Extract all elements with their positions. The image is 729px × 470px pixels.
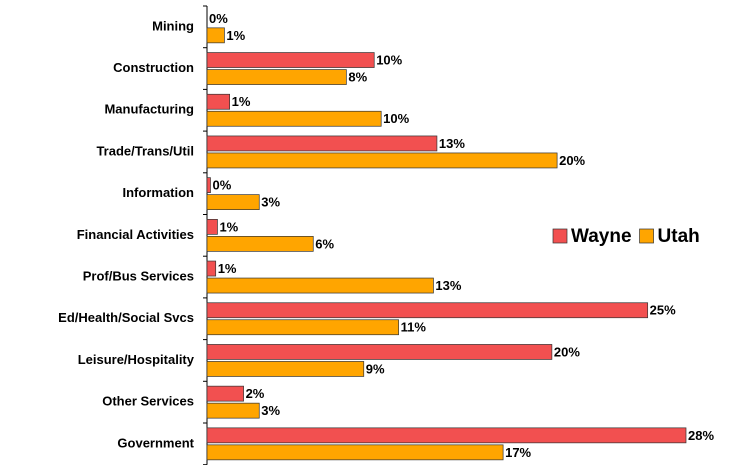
category-label: Prof/Bus Services: [83, 268, 194, 283]
value-label: 10%: [383, 111, 409, 126]
category-label: Leisure/Hospitality: [78, 352, 195, 367]
category-label: Information: [123, 185, 195, 200]
value-label: 13%: [439, 136, 465, 151]
bar: [206, 236, 314, 252]
value-label: 2%: [246, 386, 265, 401]
bar: [206, 52, 375, 68]
legend-label: Utah: [658, 226, 700, 247]
bar: [206, 402, 260, 419]
value-label: 11%: [401, 320, 427, 335]
category-label: Financial Activities: [77, 227, 194, 242]
bar: [206, 177, 211, 193]
bar: [206, 260, 217, 277]
bar: [206, 93, 230, 110]
value-label: 0%: [209, 11, 228, 26]
value-label: 13%: [435, 278, 461, 293]
bar: [206, 361, 365, 377]
bar: [206, 444, 504, 461]
bar: [206, 69, 347, 85]
bar: [206, 344, 553, 360]
bar: [206, 135, 438, 152]
category-label: Government: [117, 435, 194, 450]
value-label: 10%: [376, 52, 402, 67]
bar: [206, 427, 687, 444]
category-label: Other Services: [102, 394, 194, 409]
value-label: 1%: [218, 261, 237, 276]
value-label: 3%: [261, 403, 280, 418]
value-label: 0%: [212, 178, 231, 193]
value-label: 9%: [366, 361, 385, 376]
category-label: Trade/Trans/Util: [96, 143, 194, 158]
bar: [206, 27, 225, 44]
bar: [206, 219, 218, 235]
category-label: Ed/Health/Social Svcs: [58, 310, 194, 325]
value-label: 20%: [559, 153, 585, 168]
bar: [206, 194, 260, 210]
category-label: Manufacturing: [104, 102, 194, 117]
category-label: Mining: [152, 18, 194, 33]
value-label: 8%: [348, 69, 367, 84]
value-label: 3%: [261, 195, 280, 210]
bar: [206, 385, 244, 402]
bar: [206, 152, 558, 169]
value-label: 6%: [315, 236, 334, 251]
value-label: 28%: [688, 428, 714, 443]
legend-label: Wayne: [571, 226, 632, 247]
legend-swatch: [639, 228, 654, 244]
value-label: 17%: [505, 445, 531, 460]
bar: [206, 302, 649, 319]
bar: [206, 277, 434, 294]
value-label: 25%: [650, 303, 676, 318]
value-label: 1%: [232, 94, 251, 109]
value-label: 20%: [554, 344, 580, 359]
category-label: Construction: [113, 60, 194, 75]
value-label: 1%: [219, 219, 238, 234]
bar: [206, 110, 382, 127]
value-label: 1%: [226, 28, 245, 43]
bar: [206, 319, 399, 336]
legend-swatch: [552, 228, 568, 244]
